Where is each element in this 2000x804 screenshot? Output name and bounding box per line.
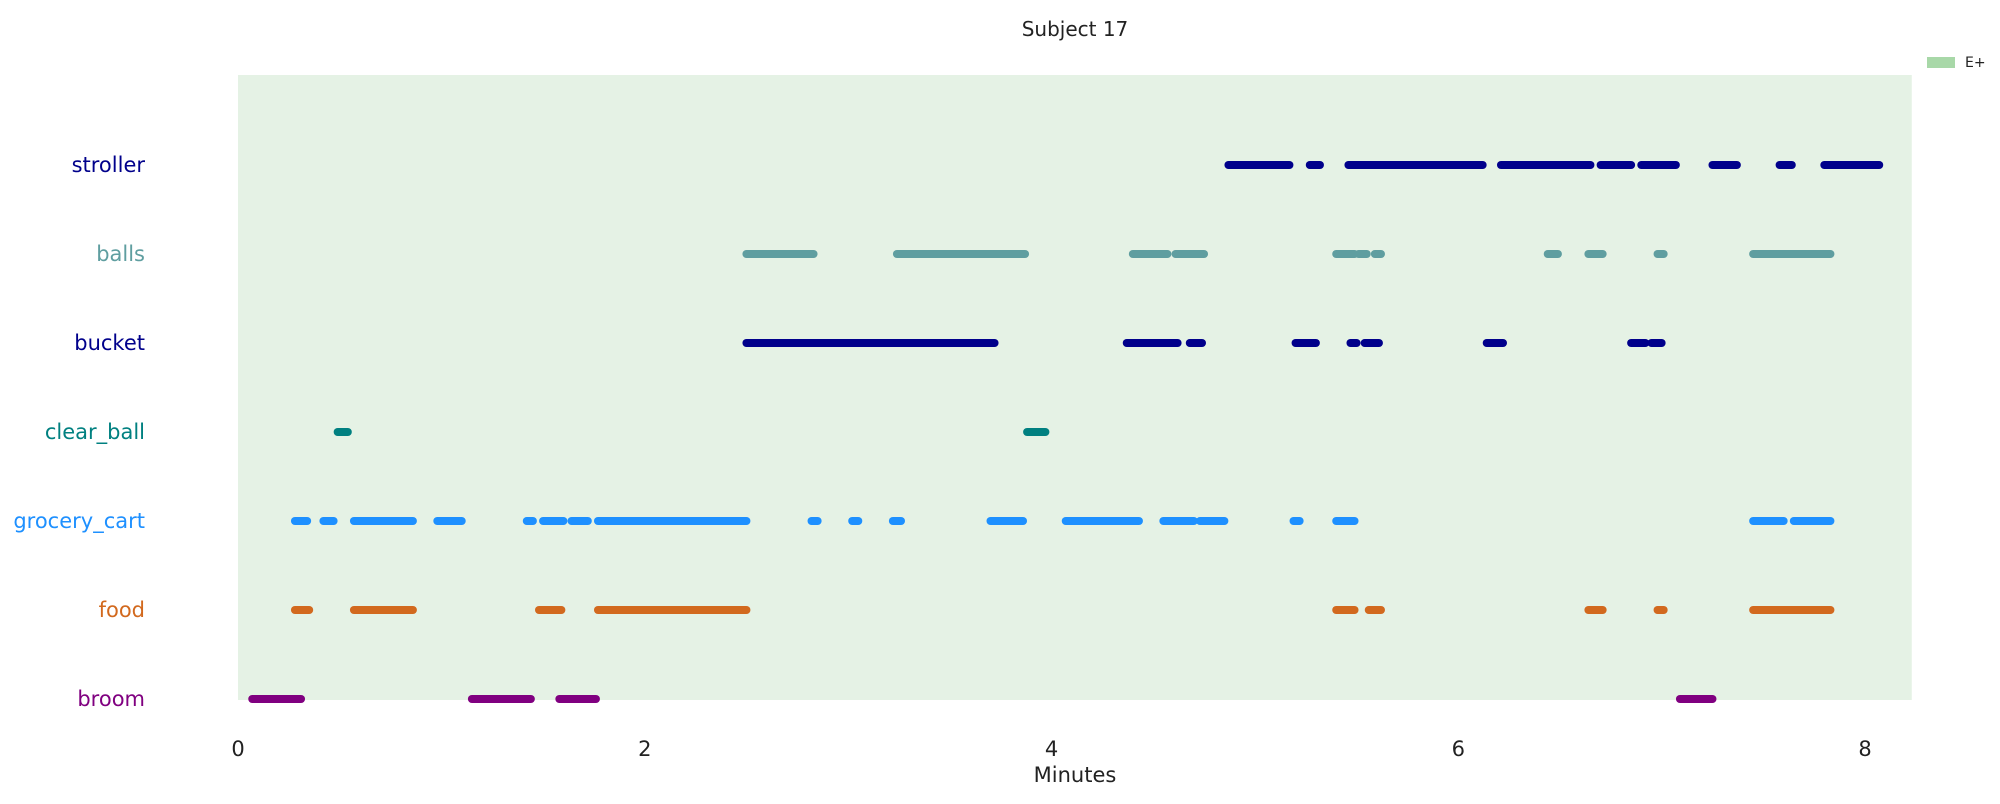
x-axis-ticks: 0 2 4 6 8 <box>231 737 1871 761</box>
row-label-food: food <box>99 598 145 622</box>
row-labels: stroller balls bucket clear_ball grocery_car… <box>13 153 145 711</box>
row-label-bucket: bucket <box>74 331 145 355</box>
row-label-grocery-cart: grocery_cart <box>13 509 145 534</box>
legend: E+ <box>1927 55 1986 71</box>
row-label-balls: balls <box>96 242 145 266</box>
legend-swatch-e-plus <box>1927 57 1955 68</box>
row-label-stroller: stroller <box>72 153 146 177</box>
x-tick-label-8: 8 <box>1858 737 1871 761</box>
x-tick-label-2: 2 <box>638 737 651 761</box>
row-label-broom: broom <box>77 687 145 711</box>
e-plus-background-band <box>238 75 1912 700</box>
row-label-clear-ball: clear_ball <box>45 420 145 445</box>
interval-bars <box>248 161 1884 703</box>
x-tick-label-4: 4 <box>1045 737 1058 761</box>
x-axis-label: Minutes <box>1034 763 1117 787</box>
chart-title: Subject 17 <box>1022 17 1129 41</box>
legend-label-e-plus: E+ <box>1965 55 1986 71</box>
x-tick-label-0: 0 <box>231 737 244 761</box>
x-tick-label-6: 6 <box>1452 737 1465 761</box>
